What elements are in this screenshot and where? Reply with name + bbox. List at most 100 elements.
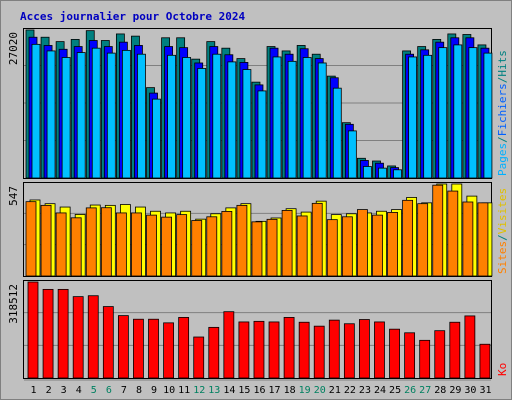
bar-pages-day-12 (197, 68, 207, 179)
bar-ko-day-undefined (464, 315, 476, 379)
bar-ko-day-undefined (419, 339, 431, 379)
x-tick-label: 17 (269, 385, 281, 396)
panel-legend: Pages/Fichiers/Hits (496, 50, 509, 176)
bar-pages-day-23 (363, 166, 372, 179)
bar-ko-day-undefined (42, 288, 54, 379)
bar-ko-day-undefined (193, 336, 205, 379)
bar-sites-day-undefined (462, 201, 474, 277)
bar-pages-day-18 (287, 60, 297, 179)
x-tick-label: 31 (479, 385, 491, 396)
bar-pages-day-4 (76, 52, 86, 179)
bar-pages-day-19 (302, 57, 312, 179)
bar-sites-day-undefined (115, 212, 127, 277)
bar-ko-day-undefined (87, 295, 99, 379)
bar-sites-day-undefined (70, 217, 82, 277)
bar-ko-day-undefined (434, 330, 446, 379)
x-tick-label: 15 (238, 385, 250, 396)
y-axis-max-label: 27020 (7, 32, 20, 65)
x-tick-label: 30 (464, 385, 476, 396)
bar-sites-day-undefined (402, 199, 414, 277)
x-tick-label: 27 (419, 385, 431, 396)
chart-panels: 27020Pages/Fichiers/Hits547Sites/Visites… (7, 28, 509, 379)
x-tick-label: 19 (299, 385, 311, 396)
bar-pages-day-29 (453, 44, 463, 179)
x-tick-label: 24 (374, 385, 386, 396)
bar-pages-day-5 (91, 47, 101, 179)
bar-pages-day-10 (167, 54, 176, 179)
x-tick-label: 11 (178, 385, 190, 396)
bar-sites-day-undefined (25, 201, 37, 277)
bar-sites-day-undefined (281, 210, 293, 277)
bar-pages-day-8 (137, 53, 146, 179)
x-tick-label: 8 (136, 385, 142, 396)
legend-ko: Ko (496, 363, 509, 376)
legend-fichiers: Fichiers (496, 83, 509, 136)
x-tick-label: 26 (404, 385, 416, 396)
bar-pages-day-7 (121, 49, 131, 179)
bar-sites-day-undefined (176, 214, 188, 277)
bar-ko-day-undefined (102, 306, 114, 379)
bar-sites-day-undefined (100, 207, 112, 277)
bar-ko-day-undefined (479, 343, 491, 379)
bar-ko-day-undefined (404, 332, 416, 379)
bar-pages-day-21 (332, 87, 342, 179)
bar-ko-day-undefined (178, 317, 190, 379)
bar-ko-day-undefined (313, 325, 325, 379)
legend-pages: Pages (496, 143, 509, 176)
bar-ko-day-undefined (268, 321, 280, 379)
x-tick-label: 12 (193, 385, 205, 396)
series-ko (27, 281, 491, 379)
y-axis-max-label: 318512 (7, 284, 20, 324)
bar-ko-day-undefined (374, 321, 385, 379)
bar-ko-day-undefined (223, 311, 235, 379)
bar-ko-day-undefined (283, 317, 295, 379)
bar-ko-day-undefined (298, 321, 310, 379)
x-tick-label: 18 (284, 385, 296, 396)
bar-sites-day-undefined (372, 214, 383, 277)
bar-pages-day-9 (152, 98, 161, 179)
bar-sites-day-undefined (296, 215, 308, 277)
bar-ko-day-undefined (117, 315, 129, 379)
bar-ko-day-undefined (148, 318, 159, 379)
legend-visites: Visites (496, 188, 509, 234)
bar-ko-day-undefined (27, 281, 39, 379)
bar-sites-day-undefined (311, 202, 323, 277)
bar-pages-day-22 (347, 130, 357, 179)
x-tick-label: 13 (208, 385, 220, 396)
bar-sites-day-undefined (341, 216, 353, 277)
panel-2: 547 Sites/Visites (7, 182, 509, 277)
bar-sites-day-undefined (161, 216, 172, 277)
x-tick-label: 29 (449, 385, 461, 396)
bar-sites-day-undefined (266, 218, 278, 277)
bar-ko-day-undefined (133, 318, 144, 379)
x-tick-label: 4 (76, 385, 82, 396)
bar-ko-day-undefined (359, 319, 370, 379)
x-tick-label: 21 (329, 385, 341, 396)
bar-pages-day-28 (438, 47, 448, 179)
bar-pages-day-1 (31, 43, 41, 179)
bar-pages-day-17 (272, 56, 282, 179)
bar-sites-day-undefined (236, 204, 248, 277)
legend-sep: / (496, 234, 509, 241)
bar-ko-day-undefined (208, 326, 220, 379)
x-tick-label: 22 (344, 385, 356, 396)
bar-sites-day-undefined (387, 212, 398, 277)
x-tick-label: 28 (434, 385, 446, 396)
bar-pages-day-31 (483, 52, 493, 179)
bar-ko-day-undefined (328, 319, 340, 379)
panel-legend: Ko (496, 363, 509, 376)
bar-sites-day-undefined (131, 212, 142, 277)
x-tick-label: 3 (61, 385, 67, 396)
bar-sites-day-undefined (251, 221, 263, 277)
x-tick-label: 5 (91, 385, 97, 396)
panel-3: 318512 Ko (7, 280, 509, 379)
bar-pages-day-15 (242, 69, 252, 179)
bar-ko-day-undefined (449, 321, 461, 379)
bar-ko-day-undefined (253, 320, 265, 379)
bar-pages-day-25 (393, 169, 402, 179)
legend-sep: / (496, 77, 509, 84)
bar-sites-day-undefined (221, 211, 233, 277)
bar-pages-day-26 (408, 56, 418, 179)
